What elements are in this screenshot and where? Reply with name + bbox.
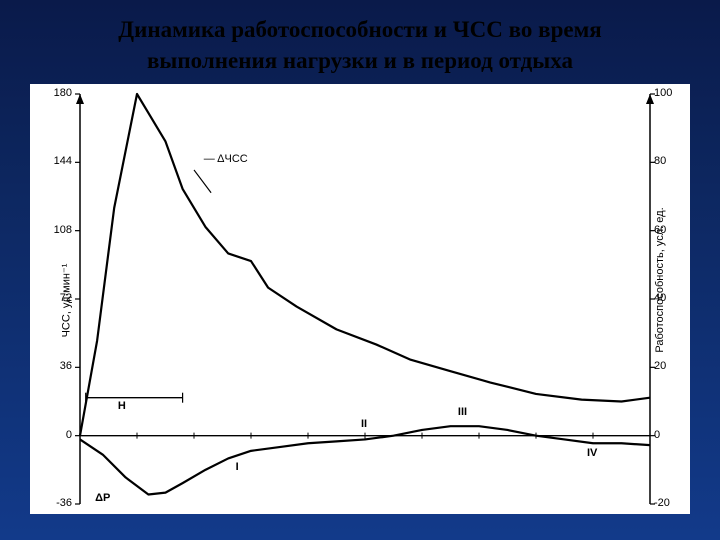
hr-series-label: — ΔЧСС xyxy=(204,153,248,165)
title-line-2: выполнения нагрузки и в период отдыха xyxy=(40,45,680,76)
right-tick-label: 80 xyxy=(654,155,684,167)
phase-1-label: I xyxy=(236,461,239,473)
h-marker-label: Н xyxy=(118,400,126,412)
title-line-1: Динамика работоспособности и ЧСС во врем… xyxy=(40,14,680,45)
right-tick-label: 40 xyxy=(654,292,684,304)
left-tick-label: 0 xyxy=(30,429,72,441)
left-tick-label: 72 xyxy=(30,292,72,304)
right-tick-label: 100 xyxy=(654,87,684,99)
right-axis-label: Работоспособность, усл. ед. xyxy=(654,190,666,370)
left-tick-label: 180 xyxy=(30,87,72,99)
right-tick-label: 60 xyxy=(654,224,684,236)
right-tick-label: -20 xyxy=(654,497,684,509)
work-series-label: ΔР xyxy=(95,492,110,504)
left-tick-label: 108 xyxy=(30,224,72,236)
left-tick-label: -36 xyxy=(30,497,72,509)
right-tick-label: 0 xyxy=(654,429,684,441)
right-tick-label: 20 xyxy=(654,360,684,372)
chart-panel: ЧСС, уд·мин⁻¹ Работоспособность, усл. ед… xyxy=(30,84,690,514)
phase-3-label: III xyxy=(458,406,467,418)
phase-4-label: IV xyxy=(587,447,597,459)
left-tick-label: 144 xyxy=(30,155,72,167)
left-tick-label: 36 xyxy=(30,360,72,372)
phase-2-label: II xyxy=(361,418,367,430)
